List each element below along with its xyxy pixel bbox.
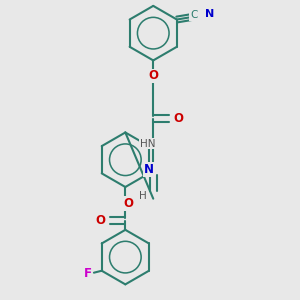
Text: H: H bbox=[139, 191, 147, 201]
Text: O: O bbox=[148, 70, 158, 83]
Text: O: O bbox=[123, 197, 133, 210]
Text: N: N bbox=[205, 9, 214, 19]
Text: O: O bbox=[173, 112, 183, 125]
Text: F: F bbox=[83, 268, 92, 281]
Text: C: C bbox=[190, 10, 197, 20]
Text: O: O bbox=[96, 214, 106, 227]
Text: N: N bbox=[144, 163, 154, 176]
Text: HN: HN bbox=[140, 139, 156, 148]
